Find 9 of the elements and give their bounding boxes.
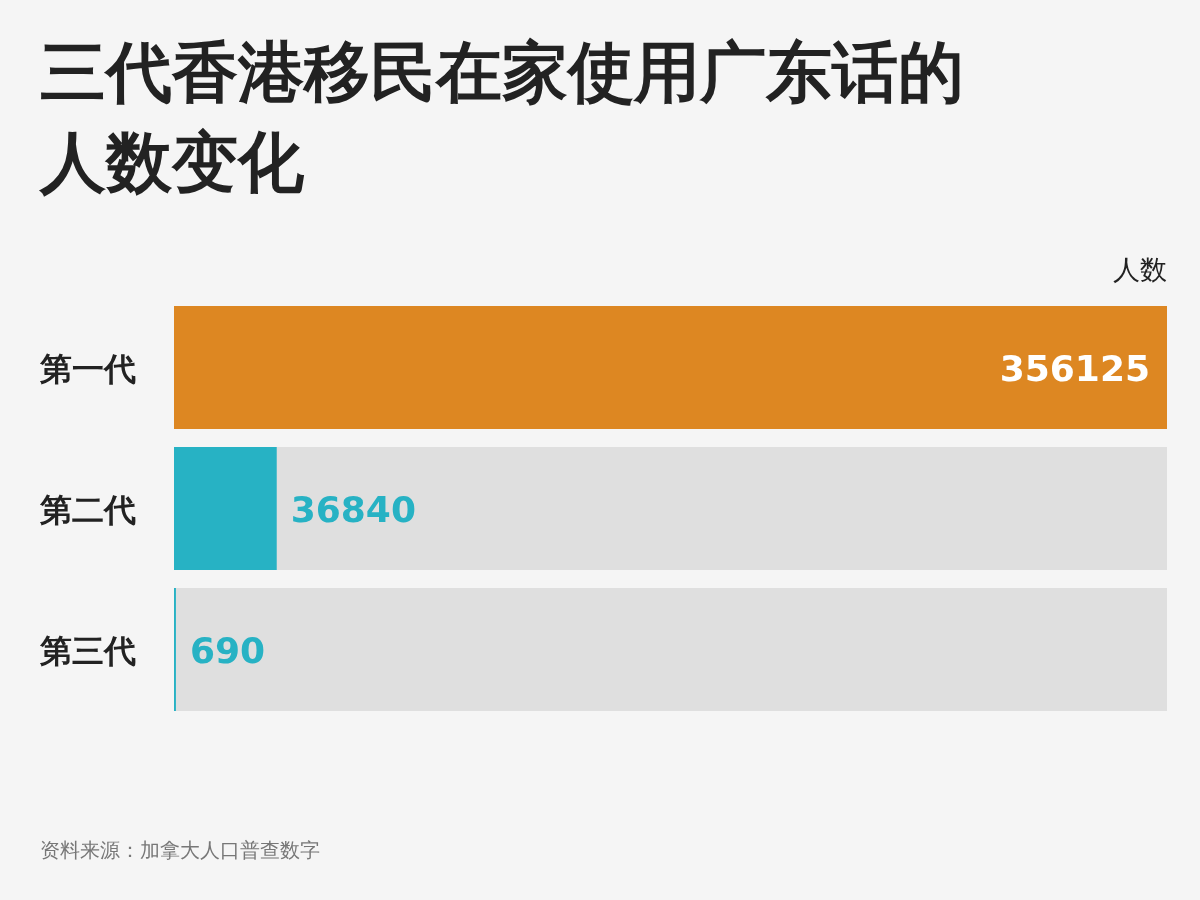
text: 资料来源：加拿大人口普查数字 bbox=[40, 838, 320, 862]
data-label: 690 bbox=[189, 629, 266, 671]
y-tick-label: 第一代 bbox=[39, 349, 136, 388]
data-label: 356125 bbox=[999, 347, 1150, 389]
data-label: 36840 bbox=[290, 488, 416, 530]
y-tick-label: 第二代 bbox=[39, 490, 136, 529]
chart-title: 三代香港移民在家使用广东话的人数变化 bbox=[40, 33, 965, 203]
x-axis-title: 人数 bbox=[1113, 254, 1167, 285]
y-tick-label: 第三代 bbox=[39, 631, 136, 670]
